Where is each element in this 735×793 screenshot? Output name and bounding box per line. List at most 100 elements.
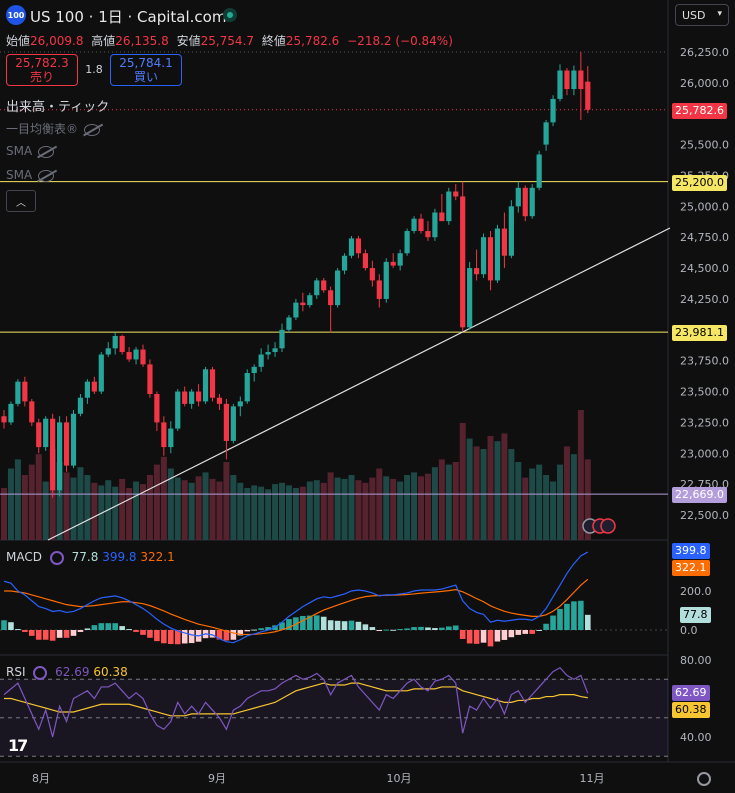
hidden-eye-icon[interactable] [38,145,55,158]
volume-bar [237,482,244,540]
ichimoku-indicator[interactable]: 一目均衡表® [6,120,101,137]
macd-histogram-bar [473,630,480,644]
candle-body [15,381,21,404]
candle-body [279,329,285,349]
candle-body [543,122,549,145]
candle-body [522,187,528,217]
macd-histogram-bar [376,630,383,631]
volume-bar [251,485,258,540]
volume-bar [56,462,63,540]
buy-button[interactable]: 25,784.1 買い [110,54,182,86]
candle-body [196,391,202,402]
loading-spinner-icon [49,550,64,565]
sma1-label: SMA [6,144,33,158]
volume-bar [313,480,320,540]
macd-histogram-bar [397,629,403,631]
candle-body [84,381,90,398]
volume-bar [112,486,119,540]
candle-body [91,381,97,392]
candle-body [1,416,7,423]
volume-bar [341,478,348,540]
volume-bar [84,475,91,540]
currency-select[interactable]: USD ▾ [675,4,729,26]
volume-bar [438,459,445,540]
candle-body [571,70,577,90]
macd-histogram-bar [119,626,125,630]
macd-histogram-bar [126,629,132,631]
candle-body [390,261,396,266]
sma2-indicator[interactable]: SMA [6,168,55,182]
macd-legend[interactable]: MACD 77.8 399.8 322.1 [6,550,175,565]
currency-value: USD [682,8,706,22]
volume-indicator-label[interactable]: 出来高・ティック [6,100,110,115]
macd-histogram-bar [29,630,35,636]
volume-bar [167,468,174,540]
candle-body [258,354,264,367]
macd-legend-macd: 399.8 [102,550,137,564]
event-flag-icon [600,518,616,534]
hidden-eye-icon[interactable] [38,169,55,182]
candle-body [230,406,236,441]
macd-histogram-bar [320,616,327,630]
volume-bar [473,446,480,540]
open-label: 始値 [6,34,31,48]
candle-body [77,397,84,414]
volume-bar [258,486,265,540]
volume-bar [320,482,327,540]
macd-value-tag: 399.8 [672,543,710,559]
gear-icon[interactable] [697,772,711,786]
macd-histogram-bar [418,626,424,630]
sma1-indicator[interactable]: SMA [6,144,55,158]
lower-hline-tag[interactable]: 23,981.1 [672,325,727,341]
chart-title[interactable]: US 100 · 1日 · Capital.com [30,8,227,26]
macd-y-tick: 200.0 [680,585,712,598]
candle-body [578,70,584,90]
candle-body [300,302,306,306]
macd-histogram-bar [411,627,417,630]
candle-body [487,237,494,281]
volume-bar [376,468,383,540]
candle-body [467,268,473,328]
candle-body [501,228,507,256]
macd-histogram-bar [112,623,118,630]
macd-legend-name: MACD [6,550,42,564]
volume-bar [557,464,563,540]
macd-histogram-bar [140,630,146,635]
candle-body [328,290,334,306]
volume-bar [279,482,285,540]
macd-histogram-bar [161,630,167,644]
volume-bar [355,480,362,540]
upper-hline-tag[interactable]: 25,200.0 [672,175,727,191]
volume-bar [223,462,230,540]
sell-button[interactable]: 25,782.3 売り [6,54,78,86]
candle-body [112,335,118,349]
macd-y-tick: 0.0 [680,624,698,637]
candle-body [175,391,181,429]
chevron-down-icon: ▾ [717,9,722,19]
collapse-legend-button[interactable]: ︿ [6,190,36,212]
tradingview-logo[interactable]: 17 [8,736,28,755]
macd-histogram-bar [279,622,285,630]
macd-histogram-bar [307,615,313,630]
macd-histogram-bar [8,622,14,630]
volume-bar [188,482,195,540]
hidden-eye-icon[interactable] [84,123,101,136]
candle-body [369,268,375,281]
volume-bar [1,488,7,540]
volume-bar [21,475,28,540]
candle-body [355,238,362,254]
macd-histogram-bar [348,620,355,630]
y-tick-label: 22,500.0 [680,509,729,522]
purple-hline-tag[interactable]: 22,669.0 [672,487,727,503]
macd-histogram-bar [209,630,216,638]
rsi-legend[interactable]: RSI 62.69 60.38 [6,665,128,680]
macd-histogram-bar [362,624,369,630]
x-tick-label: 8月 [32,772,50,785]
candle-body [550,98,556,123]
candle-body [453,191,459,197]
candle-body [404,231,410,254]
buy-price: 25,784.1 [119,56,173,70]
y-tick-label: 25,500.0 [680,139,729,152]
volume-bar [563,446,570,540]
